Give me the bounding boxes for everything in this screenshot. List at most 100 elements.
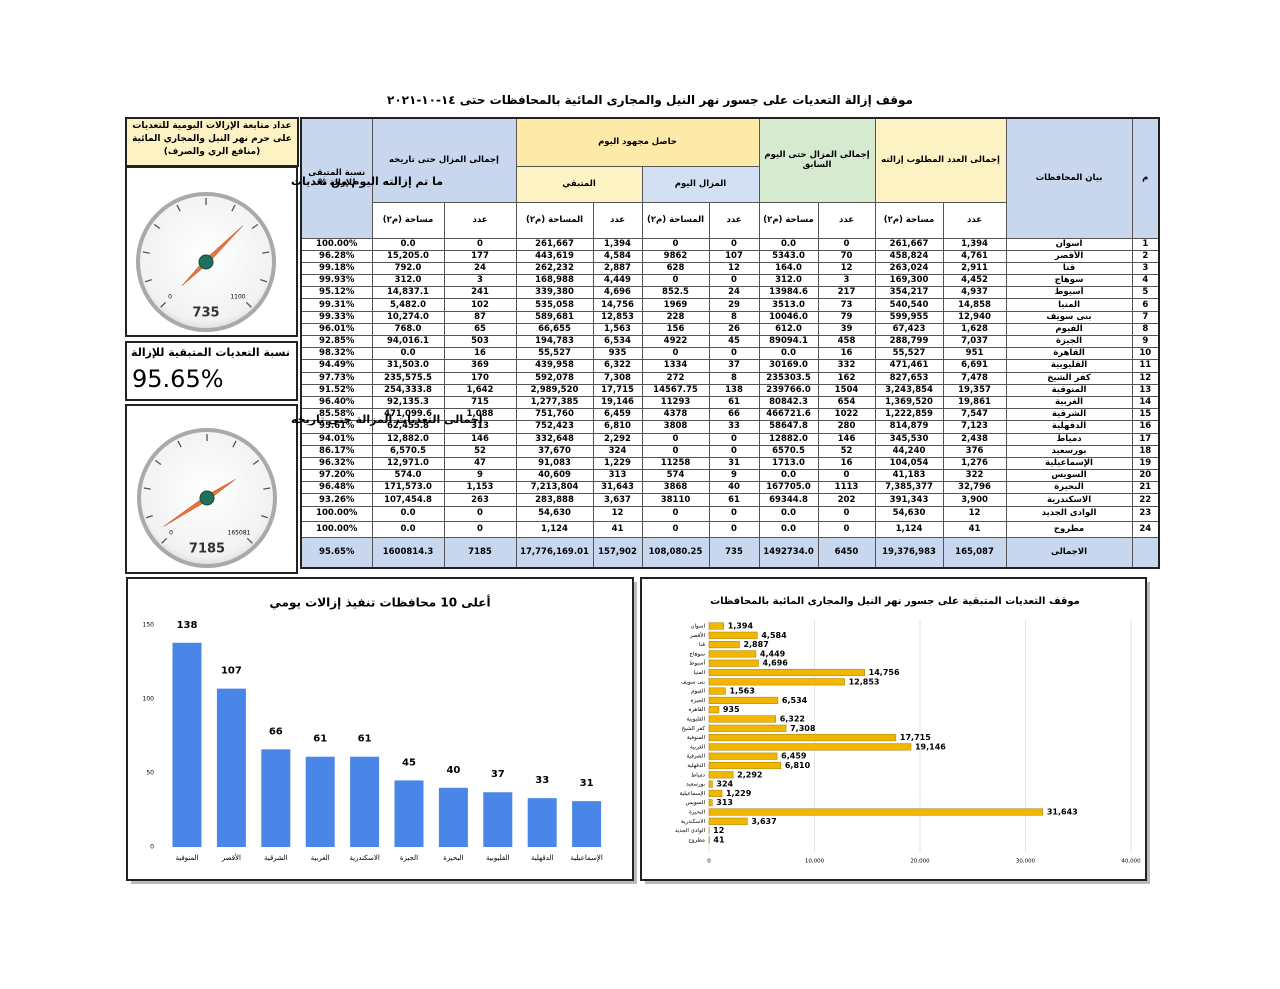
total-cell: 157,902 — [592, 536, 643, 569]
table-cell: 67,423 — [874, 322, 944, 337]
data-label: 6,322 — [780, 715, 805, 724]
table-cell: 7,478 — [942, 371, 1007, 385]
table-cell: مطروح — [1005, 521, 1133, 538]
table-cell: 1969 — [641, 298, 710, 312]
header-cell: إجمالى المزال حتى اليوم السابق — [758, 117, 876, 203]
bar — [572, 801, 602, 847]
y-tick-label: القاهرة — [689, 707, 706, 713]
table-cell: 313 — [592, 469, 643, 483]
table-cell: 24 — [708, 286, 760, 300]
table-cell: 13984.6 — [758, 286, 819, 300]
gauge-needle — [163, 479, 236, 527]
table-cell: 262,232 — [515, 261, 594, 276]
table-cell: 16 — [817, 456, 876, 471]
table-cell: 1,277,385 — [515, 395, 594, 410]
y-tick-label: الدقهلية — [687, 763, 705, 769]
table-cell: 61 — [708, 395, 760, 410]
y-tick-label: قنا — [699, 642, 705, 648]
table-cell: 39 — [817, 322, 876, 337]
table-cell: 7,123 — [942, 420, 1007, 434]
table-cell: 70 — [817, 249, 876, 263]
table-cell: 369 — [443, 359, 517, 373]
table-cell: 30169.0 — [758, 359, 819, 373]
table-cell: 354,217 — [874, 286, 944, 300]
table-cell: 814,879 — [874, 420, 944, 434]
table-cell: 169,300 — [874, 274, 944, 288]
table-cell: 41,183 — [874, 469, 944, 483]
bar — [708, 724, 787, 732]
gauge-min: 0 — [169, 530, 173, 537]
table-cell: 37,670 — [515, 444, 594, 458]
table-cell: 339,380 — [515, 286, 594, 300]
header-cell: المتبقي — [515, 165, 643, 203]
table-row: 23 الوادى الجديد 12 54,630 0 0.0 0 0 12 54,630 0 0.… — [300, 505, 1160, 523]
table-cell: 1,563 — [592, 322, 643, 337]
table-cell: 16 — [443, 347, 517, 361]
chart-box — [640, 577, 1147, 881]
table-cell: 66,655 — [515, 322, 594, 337]
table-cell: السويس — [1005, 469, 1133, 483]
table-cell: 96.40% — [300, 395, 373, 410]
table-cell: 55,527 — [515, 347, 594, 361]
table-cell: 65 — [443, 322, 517, 337]
bar — [438, 787, 468, 847]
table-cell: 332,648 — [515, 432, 594, 446]
x-tick-label: الدقهلية — [531, 854, 554, 862]
table-cell: 592,078 — [515, 371, 594, 385]
gauge-max: 1100 — [230, 294, 245, 301]
table-cell: 0 — [708, 505, 760, 523]
table-cell: 32,796 — [942, 481, 1007, 495]
header-cell: إجمالى المزال حتى تاريخه — [371, 117, 517, 203]
total-cell: 7185 — [443, 536, 517, 569]
table-cell: 0 — [817, 521, 876, 538]
table-cell: 93.26% — [300, 493, 373, 507]
table-cell: 99.93% — [300, 274, 373, 288]
table-cell: 3 — [1131, 261, 1160, 276]
bar — [708, 641, 740, 649]
table-cell: 1,229 — [592, 456, 643, 471]
table-cell: 14567.75 — [641, 383, 710, 397]
data-label: 6,459 — [781, 752, 807, 761]
table-cell: 0 — [708, 274, 760, 288]
table-cell: 471,461 — [874, 359, 944, 373]
table-cell: 7,037 — [942, 334, 1007, 349]
total-cell: 95.65% — [300, 536, 373, 569]
table-cell: كفر الشيخ — [1005, 371, 1133, 385]
total-cell: 17,776,169.01 — [515, 536, 594, 569]
table-row: 16 الدقهلية 7,123 814,879 280 58647.8 33 3808 6,… — [300, 420, 1160, 434]
gauge-tick — [261, 514, 269, 519]
table-cell: 715 — [443, 395, 517, 410]
table-cell: 6,534 — [592, 334, 643, 349]
table-cell: 12882.0 — [758, 432, 819, 446]
table-cell: 283,888 — [515, 493, 594, 507]
y-tick-label: اسوان — [690, 624, 705, 630]
table-cell: 768.0 — [371, 322, 445, 337]
bar — [708, 817, 748, 825]
gauge-box — [125, 166, 298, 337]
table-cell: 97.73% — [300, 371, 373, 385]
gauge-tick — [251, 223, 259, 230]
y-tick-label: 150 — [143, 622, 155, 629]
table-cell: 1713.0 — [758, 456, 819, 471]
table-row: 10 القاهرة 951 55,527 16 0.0 0 0 935 55,527 16 0.0 9… — [300, 347, 1160, 361]
table-cell: القاهرة — [1005, 347, 1133, 361]
bar — [216, 688, 246, 847]
table-cell: 6,691 — [942, 359, 1007, 373]
table-cell: 31 — [708, 456, 760, 471]
table-cell: 3808 — [641, 420, 710, 434]
y-tick-label: 50 — [146, 770, 154, 777]
table-cell: 254,333.8 — [371, 383, 445, 397]
table-cell: 391,343 — [874, 493, 944, 507]
gauge-tick — [161, 537, 168, 544]
total-cell: 735 — [708, 536, 760, 569]
table-cell: 98.32% — [300, 347, 373, 361]
gauge-min: 0 — [168, 294, 172, 301]
table-cell: 12,971.0 — [371, 456, 445, 471]
table-cell: 0 — [708, 521, 760, 538]
data-label: 107 — [221, 666, 242, 677]
table-cell: 19,861 — [942, 395, 1007, 410]
table-cell: 235303.5 — [758, 371, 819, 385]
subheader-cell: عدد — [942, 201, 1007, 239]
table-cell: 0 — [443, 505, 517, 523]
subheader-cell: عدد — [708, 201, 760, 239]
